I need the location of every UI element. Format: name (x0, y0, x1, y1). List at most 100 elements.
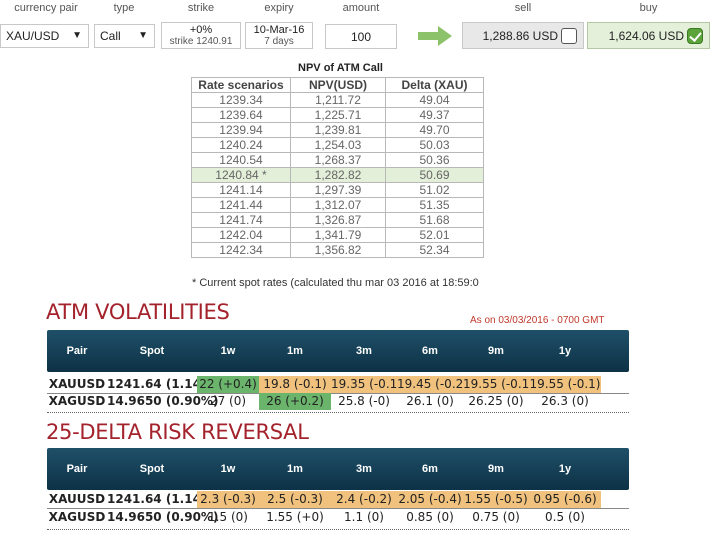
vol-cell: 2.3 (-0.3) (197, 491, 259, 508)
npv-rate-cell: 1239.34 (191, 92, 291, 108)
npv-rate-cell: 1240.24 (191, 137, 291, 153)
npv-row: 1241.14 1,297.39 51.02 (191, 182, 484, 198)
arrow-right-icon (418, 26, 452, 46)
npv-row: 1239.94 1,239.81 49.70 (191, 122, 484, 138)
npv-delta-cell: 49.37 (385, 107, 484, 123)
npv-rate-cell: 1242.34 (191, 242, 291, 258)
vol-cell: 0.85 (0) (406, 510, 454, 524)
npv-table-title: NPV of ATM Call (298, 62, 383, 74)
npv-delta-cell: 51.02 (385, 182, 484, 198)
atm-row-xauusd: XAUUSD 1241.64 (1.14%) 22 (+0.4) 19.8 (-0.1… (47, 376, 629, 393)
npv-row: 1242.34 1,356.82 52.34 (191, 242, 484, 258)
vol-cell: 26.1 (0) (406, 394, 454, 408)
npv-delta-cell: 49.70 (385, 122, 484, 138)
npv-value-cell: 1,356.82 (290, 242, 386, 258)
npv-value-cell: 1,239.81 (290, 122, 386, 138)
npv-delta-cell: 51.35 (385, 197, 484, 213)
vol-cell: 0.95 (-0.6) (529, 491, 601, 508)
spot-cell: 1241.64 (1.14%) (107, 492, 219, 506)
npv-row: 1241.44 1,312.07 51.35 (191, 197, 484, 213)
expiry-date: 10-Mar-16 (253, 24, 305, 36)
sell-price-button[interactable]: 1,288.86 USD (462, 22, 584, 49)
npv-value-cell: 1,282.82 (290, 167, 386, 183)
column-header: 1m (287, 345, 303, 357)
type-select[interactable]: Call ▼ (94, 24, 155, 48)
pair-cell: XAUUSD (48, 377, 106, 391)
column-header: 1w (220, 463, 236, 475)
npv-rate-cell: 1239.64 (191, 107, 291, 123)
npv-row: 1240.84 * 1,282.82 50.69 (191, 167, 484, 183)
vol-cell: 25.8 (-0) (338, 394, 390, 408)
column-header: Pair (66, 345, 88, 357)
buy-checkbox-checked-icon[interactable] (687, 27, 703, 44)
vol-cell: 2.4 (-0.2) (331, 491, 397, 508)
column-header: 3m (356, 463, 372, 475)
strike-value: strike 1240.91 (169, 36, 233, 47)
row-divider (47, 508, 629, 509)
npv-rate-cell: 1241.14 (191, 182, 291, 198)
npv-value-cell: 1,268.37 (290, 152, 386, 168)
npv-rate-cell: 1239.94 (191, 122, 291, 138)
npv-rate-cell: 1241.74 (191, 212, 291, 228)
spot-cell: 14.9650 (0.90%) (107, 394, 219, 408)
atm-header-row: Pair Spot 1w 1m 3m 6m 9m 1y (47, 330, 629, 372)
column-header: 3m (356, 345, 372, 357)
npv-value-cell: 1,225.71 (290, 107, 386, 123)
pair-cell: XAGUSD (48, 510, 106, 524)
column-header: Spot (139, 345, 165, 357)
vol-cell: 19.45 (-0.2) (397, 376, 468, 393)
caret-down-icon: ▼ (72, 30, 82, 41)
npv-row: 1239.34 1,211.72 49.04 (191, 92, 484, 108)
currency-pair-select[interactable]: XAU/USD ▼ (0, 24, 89, 48)
vol-cell: 1.55 (+0) (266, 510, 324, 524)
strike-field[interactable]: +0% strike 1240.91 (161, 22, 241, 49)
npv-header-rate: Rate scenarios (191, 77, 291, 93)
vol-cell: 1.1 (0) (344, 510, 384, 524)
npv-value-cell: 1,297.39 (290, 182, 386, 198)
column-header: 1y (558, 345, 572, 357)
strike-label: strike (187, 2, 215, 14)
vol-cell: 0.75 (0) (472, 510, 520, 524)
vol-cell: 0.5 (0) (545, 510, 585, 524)
npv-value-cell: 1,341.79 (290, 227, 386, 243)
currency-pair-value: XAU/USD (6, 29, 60, 43)
vol-cell: 19.55 (-0.1) (463, 376, 534, 393)
column-header: 9m (488, 345, 504, 357)
expiry-days: 7 days (264, 36, 294, 47)
section-divider (47, 412, 629, 413)
vol-cell: 26.25 (0) (468, 394, 524, 408)
expiry-label: expiry (264, 2, 294, 14)
npv-delta-cell: 52.01 (385, 227, 484, 243)
column-header: Pair (66, 463, 88, 475)
buy-label: buy (639, 2, 658, 14)
amount-input[interactable]: 100 (325, 24, 397, 49)
npv-rate-cell: 1240.84 * (191, 167, 291, 183)
npv-value-cell: 1,211.72 (290, 92, 386, 108)
vol-cell: 19.55 (-0.1) (529, 376, 601, 393)
npv-value-cell: 1,254.03 (290, 137, 386, 153)
vol-cell: 2.5 (-0.3) (259, 491, 331, 508)
type-label: type (113, 2, 135, 14)
npv-rate-cell: 1241.44 (191, 197, 291, 213)
vol-cell: 19.8 (-0.1) (259, 376, 331, 393)
rr-header-row: Pair Spot 1w 1m 3m 6m 9m 1y (47, 448, 629, 490)
npv-row: 1240.24 1,254.03 50.03 (191, 137, 484, 153)
strike-percent: +0% (189, 24, 213, 36)
column-header: Spot (139, 463, 165, 475)
expiry-field[interactable]: 10-Mar-16 7 days (245, 22, 313, 49)
npv-rate-cell: 1240.54 (191, 152, 291, 168)
npv-delta-cell: 52.34 (385, 242, 484, 258)
buy-price-button[interactable]: 1,624.06 USD (587, 22, 710, 49)
vol-cell: 26 (+0.2) (259, 393, 331, 410)
sell-checkbox[interactable] (561, 27, 577, 44)
npv-delta-cell: 49.04 (385, 92, 484, 108)
vol-cell: 26.3 (0) (541, 394, 589, 408)
section-divider (47, 529, 629, 530)
npv-table: Rate scenarios NPV(USD) Delta (XAU) 1239… (191, 77, 484, 258)
npv-value-cell: 1,326.87 (290, 212, 386, 228)
spot-cell: 14.9650 (0.90%) (107, 510, 219, 524)
npv-header-npv: NPV(USD) (290, 77, 386, 93)
npv-row: 1240.54 1,268.37 50.36 (191, 152, 484, 168)
npv-row: 1241.74 1,326.87 51.68 (191, 212, 484, 228)
atm-row-xagusd: XAGUSD 14.9650 (0.90%) 27 (0) 26 (+0.2) 25.8… (47, 393, 629, 410)
